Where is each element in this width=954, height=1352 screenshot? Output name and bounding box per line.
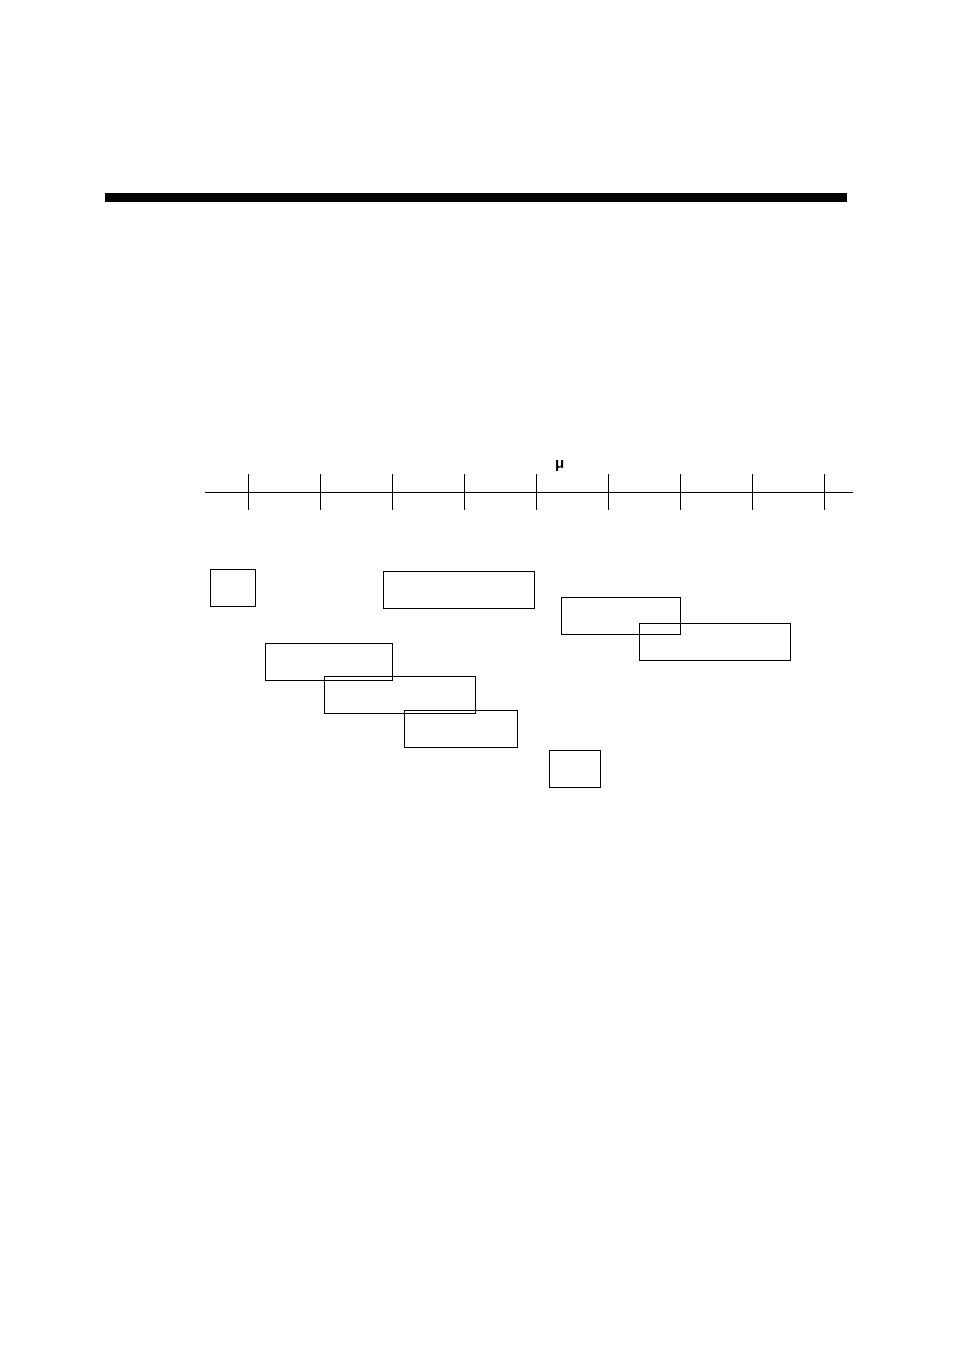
axis-tick	[320, 474, 321, 510]
axis-tick	[608, 474, 609, 510]
box-2	[383, 571, 535, 609]
box-4	[639, 623, 791, 661]
thick-horizontal-rule	[105, 193, 847, 202]
box-7	[404, 710, 518, 748]
box-6	[324, 676, 476, 714]
axis-tick	[464, 474, 465, 510]
mu-label: μ	[555, 455, 564, 472]
axis-line	[205, 492, 853, 493]
axis-tick	[824, 474, 825, 510]
axis-tick	[392, 474, 393, 510]
axis-tick	[248, 474, 249, 510]
axis-tick	[680, 474, 681, 510]
box-8	[549, 750, 601, 788]
axis-tick	[752, 474, 753, 510]
axis-tick	[536, 474, 537, 510]
box-1	[210, 569, 256, 607]
